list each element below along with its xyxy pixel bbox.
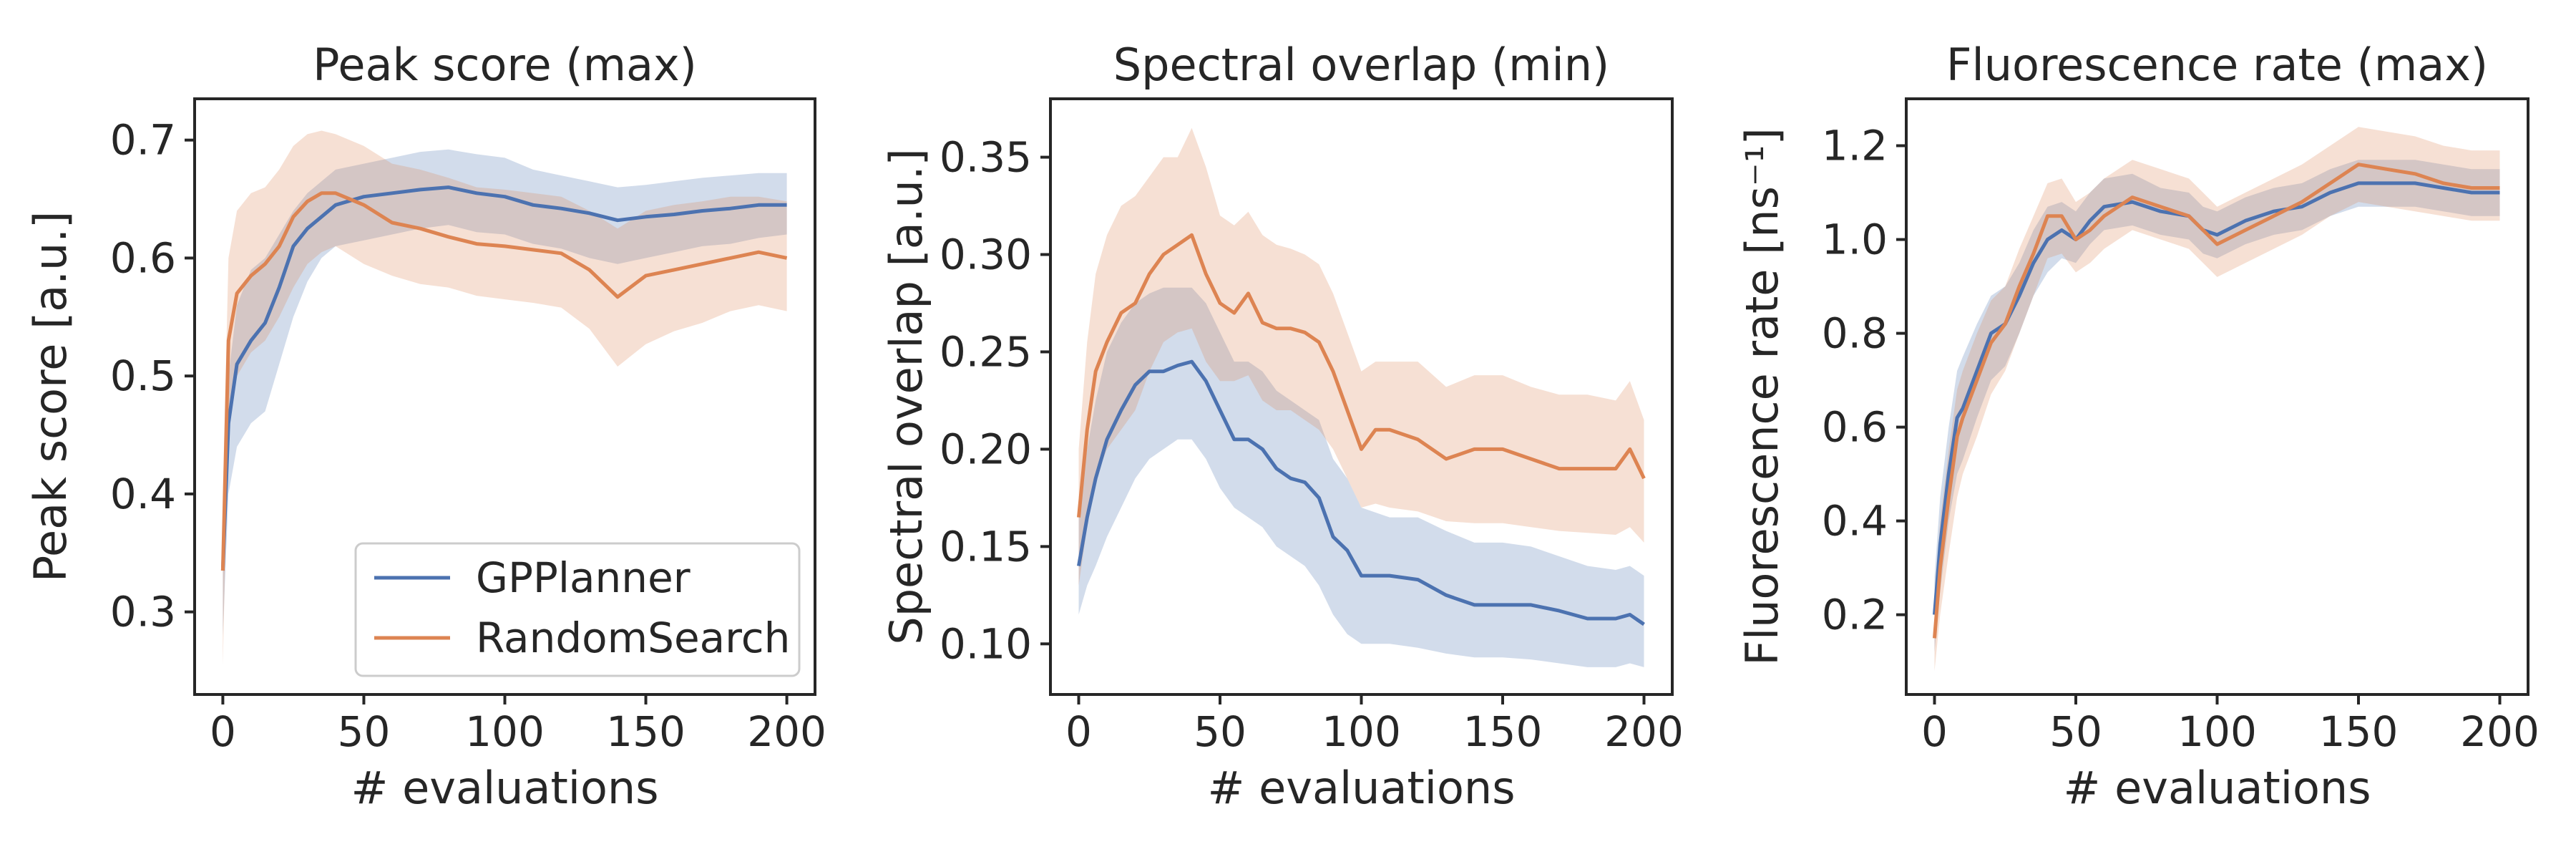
- x-tick-label: 200: [1604, 707, 1684, 756]
- y-tick-label: 0.20: [940, 425, 1032, 473]
- y-tick-label: 0.6: [110, 233, 176, 282]
- x-tick-label: 50: [2049, 707, 2102, 756]
- y-tick-label: 1.0: [1822, 216, 1888, 264]
- y-tick-label: 0.3: [110, 588, 176, 636]
- panel-1: 0 50 100 150 200 0.3 0.4 0.5 0.6 0.7 Peak score (m…: [24, 39, 826, 814]
- x-tick-label: 200: [747, 707, 826, 756]
- x-tick-label: 0: [210, 707, 236, 756]
- randomsearch-line: [1077, 233, 1646, 518]
- y-tick-label: 0.4: [110, 470, 176, 518]
- panel-title: Spectral overlap (min): [1113, 39, 1610, 91]
- randomsearch-band: [1078, 127, 1644, 586]
- y-tick-label: 0.30: [940, 231, 1032, 279]
- gpplanner-band: [1078, 287, 1644, 667]
- panel-3: 0 50 100 150 200 0.2 0.4 0.6 0.8 1.0 1.2 Fluorescen…: [1736, 39, 2540, 814]
- x-tick-label: 100: [2177, 707, 2257, 756]
- y-tick-label: 0.8: [1822, 309, 1888, 358]
- y-tick-label: 0.10: [940, 619, 1032, 668]
- x-axis-label: # evaluations: [351, 762, 658, 814]
- y-tick-label: 0.5: [110, 352, 176, 400]
- x-tick-label: 200: [2460, 707, 2540, 756]
- panel-2: 0 50 100 150 2000.100.150.200.250.300.35Spec…: [880, 39, 1684, 814]
- y-tick-label: 0.7: [110, 116, 176, 165]
- x-tick-label: 150: [2319, 707, 2399, 756]
- legend-label-randomsearch: RandomSearch: [476, 614, 790, 662]
- randomsearch-band: [223, 130, 787, 665]
- y-axis-label: Peak score [a.u.]: [24, 211, 77, 582]
- legend-box: [354, 542, 801, 677]
- x-tick-label: 150: [606, 707, 686, 756]
- y-axis-label: Spectral overlap [a.u.]: [880, 148, 932, 644]
- x-tick-label: 150: [1463, 707, 1543, 756]
- randomsearch-line: [1933, 163, 2500, 639]
- y-tick-label: 0.2: [1822, 591, 1888, 639]
- randomsearch-band: [1934, 127, 2500, 672]
- x-tick-label: 0: [1065, 707, 1092, 756]
- gpplanner-band: [223, 149, 787, 636]
- y-axis-label: Fluorescence rate [ns⁻¹]: [1736, 127, 1788, 665]
- randomsearch-line: [220, 191, 788, 571]
- x-tick-label: 0: [1921, 707, 1948, 756]
- gpplanner-line: [220, 185, 787, 571]
- legend: GPPlanner RandomSearch: [354, 542, 801, 677]
- gpplanner-line: [1077, 359, 1645, 626]
- y-tick-label: 0.15: [940, 522, 1032, 571]
- panel-title: Fluorescence rate (max): [1946, 39, 2488, 91]
- y-tick-label: 0.6: [1822, 403, 1888, 452]
- x-axis-label: # evaluations: [1207, 762, 1515, 814]
- legend-label-gpplanner: GPPlanner: [476, 553, 691, 602]
- x-tick-label: 50: [338, 707, 391, 756]
- panel-title: Peak score (max): [313, 39, 697, 91]
- y-tick-label: 0.4: [1822, 497, 1888, 546]
- x-tick-label: 100: [1322, 707, 1401, 756]
- gpplanner-line: [1933, 181, 2500, 615]
- y-tick-label: 0.35: [940, 133, 1032, 182]
- x-tick-label: 100: [465, 707, 545, 756]
- x-axis-label: # evaluations: [2063, 762, 2371, 814]
- x-tick-label: 50: [1194, 707, 1246, 756]
- gpplanner-band: [1934, 160, 2500, 652]
- y-tick-label: 1.2: [1822, 122, 1888, 170]
- y-tick-label: 0.25: [940, 327, 1032, 376]
